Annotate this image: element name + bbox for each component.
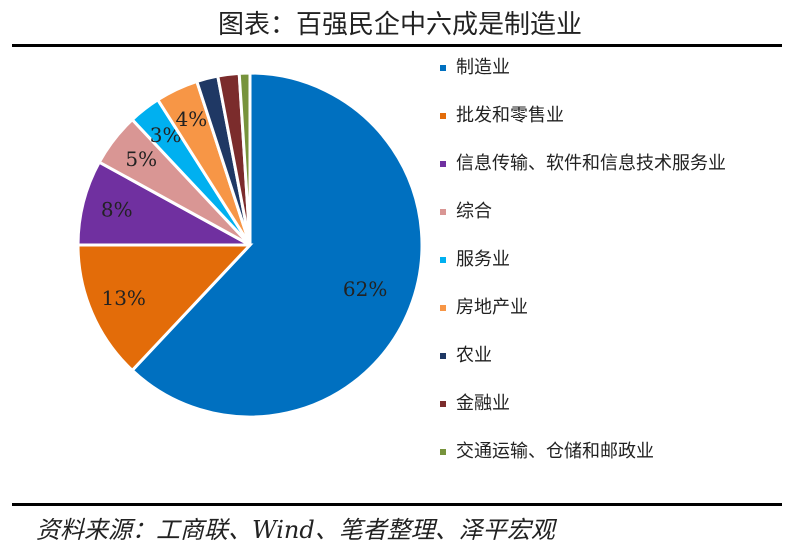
legend-item: 农业 xyxy=(440,344,760,368)
legend-swatch xyxy=(440,209,446,215)
legend-label: 房地产业 xyxy=(456,297,528,318)
legend-item: 服务业 xyxy=(440,248,760,272)
legend-item: 综合 xyxy=(440,200,760,224)
footer-rule xyxy=(12,503,782,506)
legend-swatch xyxy=(440,401,446,407)
legend-label: 农业 xyxy=(456,345,492,366)
legend-label: 制造业 xyxy=(456,57,510,78)
slice-label: 4% xyxy=(176,107,208,131)
legend-item: 房地产业 xyxy=(440,296,760,320)
legend-swatch xyxy=(440,305,446,311)
pie-chart: 62%13%8%5%3%4% xyxy=(76,71,424,419)
legend-swatch xyxy=(440,113,446,119)
legend-swatch xyxy=(440,449,446,455)
legend-item: 批发和零售业 xyxy=(440,104,760,128)
slice-label: 8% xyxy=(101,197,133,221)
pie-slice xyxy=(130,71,424,419)
pie-slice xyxy=(237,71,252,246)
slice-label: 62% xyxy=(343,277,387,301)
slice-label: 13% xyxy=(101,286,145,310)
legend-swatch xyxy=(440,257,446,263)
chart-title: 图表：百强民企中六成是制造业 xyxy=(217,10,582,40)
legend-label: 信息传输、软件和信息技术服务业 xyxy=(456,153,726,174)
legend-swatch xyxy=(440,161,446,167)
pie-slice xyxy=(76,243,254,373)
slice-label: 5% xyxy=(125,147,157,171)
legend-item: 金融业 xyxy=(440,392,760,416)
legend-label: 服务业 xyxy=(456,249,510,270)
legend-label: 综合 xyxy=(456,201,492,222)
legend-swatch xyxy=(440,65,446,71)
legend-label: 交通运输、仓储和邮政业 xyxy=(456,441,654,462)
legend-item: 制造业 xyxy=(440,56,760,80)
legend-label: 批发和零售业 xyxy=(456,105,564,126)
source-note: 资料来源：工商联、Wind、笔者整理、泽平宏观 xyxy=(36,516,555,544)
title-rule xyxy=(12,44,782,47)
legend-swatch xyxy=(440,353,446,359)
legend-item: 信息传输、软件和信息技术服务业 xyxy=(440,152,760,176)
legend-item: 交通运输、仓储和邮政业 xyxy=(440,440,760,464)
legend-label: 金融业 xyxy=(456,393,510,414)
